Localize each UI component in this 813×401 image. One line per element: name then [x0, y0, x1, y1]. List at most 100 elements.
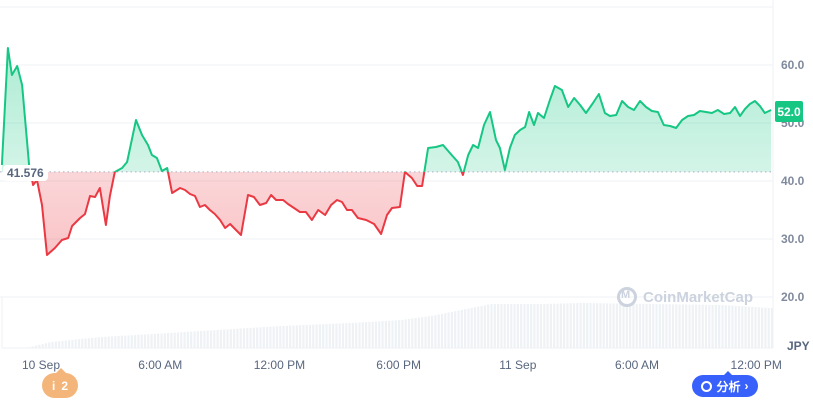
volume-bar — [130, 335, 133, 348]
volume-bar — [48, 342, 51, 348]
volume-bar — [516, 304, 520, 348]
volume-bar — [322, 324, 325, 348]
volume-bar — [35, 345, 38, 348]
volume-bar — [272, 326, 275, 348]
volume-bar — [381, 321, 384, 348]
volume-bar — [97, 337, 100, 348]
volume-bar — [262, 327, 265, 348]
volume-bar — [295, 325, 298, 348]
volume-bar — [351, 322, 355, 348]
volume-bar — [490, 304, 493, 348]
volume-bar — [711, 304, 714, 348]
volume-bar — [576, 303, 579, 348]
volume-bar — [609, 303, 612, 348]
volume-bar — [569, 303, 572, 348]
volume-bar — [110, 336, 114, 348]
volume-bar — [754, 307, 757, 348]
volume-bar — [308, 324, 312, 348]
volume-bar — [546, 303, 549, 348]
volume-bar — [563, 303, 566, 348]
volume-bar — [437, 314, 440, 348]
volume-bar — [404, 319, 407, 348]
volume-bar — [371, 321, 374, 348]
volume-bars — [28, 303, 774, 348]
volume-bar — [450, 311, 454, 348]
x-tick-label: 6:00 AM — [615, 358, 659, 372]
volume-bar — [282, 325, 285, 348]
volume-bar — [77, 339, 81, 348]
volume-bar — [200, 330, 203, 348]
volume-bar — [61, 340, 64, 348]
volume-bar — [223, 329, 226, 348]
volume-bar — [229, 329, 232, 348]
volume-bar — [183, 332, 186, 348]
analysis-button[interactable]: 分析 › — [692, 371, 758, 397]
volume-bar — [632, 303, 635, 348]
volume-bar — [543, 303, 546, 348]
volume-bar — [150, 334, 153, 348]
volume-bar — [662, 304, 665, 348]
chart-bubble-icon — [701, 380, 713, 392]
volume-bar — [325, 324, 328, 348]
volume-bar — [704, 304, 708, 348]
volume-bar — [675, 304, 678, 348]
volume-bar — [473, 307, 477, 348]
volume-bar — [625, 303, 628, 348]
volume-bar — [549, 303, 553, 348]
volume-bar — [460, 309, 463, 348]
volume-bar — [81, 338, 84, 348]
volume-bar — [388, 320, 391, 348]
volume-bar — [678, 304, 681, 348]
volume-bar — [698, 304, 701, 348]
volume-bar — [54, 341, 58, 348]
watermark-text: CoinMarketCap — [643, 288, 754, 306]
volume-bar — [58, 341, 61, 348]
volume-bar — [358, 322, 361, 348]
volume-bar — [28, 347, 31, 348]
baseline-value-label: 41.576 — [3, 165, 48, 181]
volume-bar — [269, 326, 272, 348]
volume-bar — [691, 304, 694, 348]
events-count: 2 — [61, 378, 69, 393]
price-line-down — [29, 171, 465, 256]
volume-bar — [417, 317, 421, 348]
volume-bar — [747, 306, 751, 348]
volume-bar — [176, 332, 180, 348]
price-areas — [1, 48, 772, 255]
volume-bar — [31, 346, 34, 348]
price-lines — [0, 47, 772, 256]
y-axis: 60.050.040.030.020.0 — [781, 58, 805, 304]
coinmarketcap-logo-icon — [617, 287, 637, 307]
volume-bar — [586, 303, 589, 348]
volume-bar — [708, 304, 711, 348]
volume-bar — [714, 304, 718, 348]
volume-bar — [348, 323, 351, 348]
volume-bar — [163, 333, 166, 348]
volume-bar — [770, 308, 774, 348]
volume-bar — [658, 304, 661, 348]
volume-bar — [681, 304, 685, 348]
volume-bar — [140, 334, 143, 348]
volume-bar — [71, 339, 74, 348]
volume-bar — [728, 305, 731, 348]
volume-bar — [629, 303, 632, 348]
volume-bar — [599, 303, 602, 348]
volume-bar — [652, 304, 655, 348]
events-info-badge[interactable]: i 2 — [42, 368, 78, 398]
volume-bar — [536, 304, 539, 348]
volume-bar — [592, 303, 595, 348]
volume-bar — [170, 332, 173, 348]
volume-bar — [101, 336, 104, 348]
volume-bar — [520, 304, 523, 348]
volume-bar — [421, 317, 424, 348]
volume-bar — [401, 319, 404, 348]
volume-bar — [506, 304, 510, 348]
volume-bar — [483, 305, 487, 348]
volume-bar — [252, 327, 256, 348]
volume-bar — [249, 327, 252, 348]
volume-bar — [153, 333, 157, 348]
volume-bar — [572, 303, 576, 348]
volume-bar — [744, 306, 747, 348]
volume-bar — [285, 325, 289, 348]
